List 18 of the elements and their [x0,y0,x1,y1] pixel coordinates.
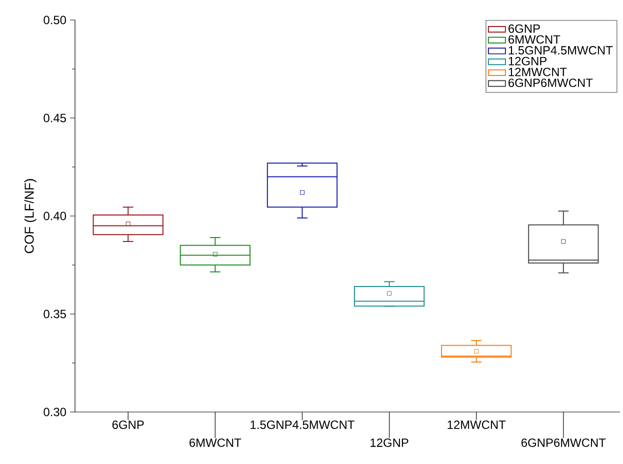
legend-label: 6GNP6MWCNT [508,78,593,88]
y-axis-title: COF (LF/NF) [24,179,36,254]
y-tick-label: 0.45 [44,114,66,122]
legend-label: 1.5GNP4.5MWCNT [508,46,613,55]
x-tick-label: 1.5GNP4.5MWCNT [250,420,354,429]
x-tick-label: 12MWCNT [448,420,506,429]
y-tick-label: 0.50 [44,16,66,24]
x-tick-label: 6GNP6MWCNT [522,438,606,447]
y-tick-label: 0.35 [44,310,66,318]
x-tick-label: 12GNP [370,438,408,447]
x-tick-label: 6MWCNT [190,438,242,447]
y-tick-label: 0.30 [44,408,66,416]
legend-label: 12MWCNT [508,68,567,76]
x-tick-label: 6GNP [112,420,144,429]
legend-label: 12GNP [508,56,547,66]
y-tick-label: 0.40 [44,212,66,220]
legend-label: 6GNP [508,24,540,33]
legend-label: 6MWCNT [508,35,560,44]
